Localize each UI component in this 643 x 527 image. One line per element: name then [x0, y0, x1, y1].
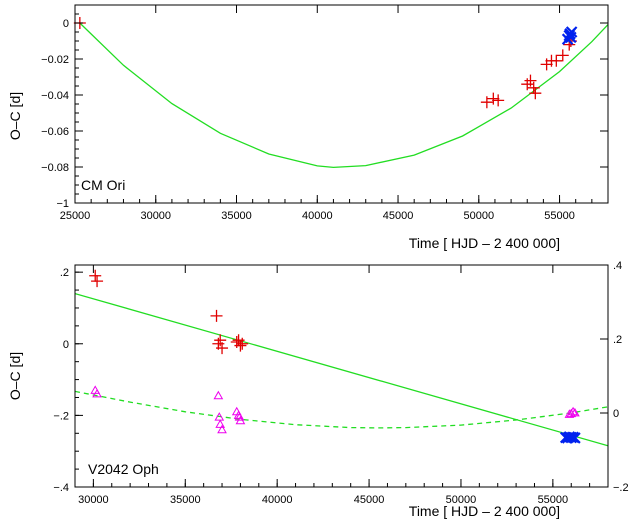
fit-curve-dashed [75, 390, 608, 429]
panel-cm-ori: 25000 30000 35000 40000 45000 50000 55000 −1 −0.… [7, 4, 609, 251]
y-tick-label: −.2 [53, 410, 69, 422]
x-tick-label: 45000 [354, 494, 385, 506]
panel1-xlabel: Time [ HJD – 2 400 000] [409, 235, 560, 251]
data-point-triangle [568, 406, 578, 416]
y-tick-label: −1 [56, 198, 69, 210]
panel2-points [89, 269, 581, 444]
data-point-cross [214, 334, 227, 347]
data-point-triangle [235, 415, 246, 425]
data-point-cross [550, 54, 563, 67]
x-tick-label: 45000 [383, 210, 414, 222]
x-tick-label: 25000 [60, 210, 91, 222]
x-tick-label: 55000 [538, 494, 569, 506]
data-point-triangle [214, 412, 225, 421]
y-tick-label: 0 [63, 18, 69, 30]
data-point-triangle [213, 390, 224, 400]
y-tick-label: .2 [60, 267, 69, 279]
x-tick-label: 35000 [170, 494, 201, 506]
y-tick-label: −0.04 [41, 90, 69, 102]
data-point-cross [527, 81, 540, 94]
data-point-triangle [234, 412, 245, 421]
panel2-label: V2042 Oph [88, 461, 159, 477]
data-point-x [569, 432, 581, 444]
data-point-cross [210, 309, 223, 322]
data-point-triangle [564, 409, 575, 418]
panel1-curves [79, 22, 608, 169]
data-point-triangle [570, 407, 580, 417]
data-point-cross [236, 337, 249, 350]
y2-tick-label: .4 [613, 260, 622, 272]
data-point-cross [492, 94, 505, 107]
fit-curve-solid [79, 22, 608, 169]
panel2-frame [74, 264, 609, 488]
y2-tick-label: −.2 [613, 482, 629, 494]
panel2-ylabel: O–C [d] [7, 352, 23, 400]
x-tick-label: 30000 [78, 494, 109, 506]
x-tick-label: 30000 [140, 210, 171, 222]
data-point-cross [91, 275, 104, 288]
data-point-cross [234, 339, 247, 352]
panel1-label: CM Ori [81, 177, 125, 193]
y2-tick-label: .2 [613, 334, 622, 346]
data-point-cross [529, 87, 542, 100]
panel2-curves [75, 292, 608, 447]
y-tick-label: −0.08 [41, 162, 69, 174]
y-tick-label: 0 [63, 339, 69, 351]
panel-v2042-oph: 30000 35000 40000 45000 50000 55000 −.4 −.2 0 .2 −… [7, 260, 629, 519]
panel1-frame [74, 4, 609, 204]
panel1-ticks: 25000 30000 35000 40000 45000 50000 55000 −1 −0.… [41, 4, 609, 222]
panel2-xlabel: Time [ HJD – 2 400 000] [409, 503, 560, 519]
panel1-points [73, 17, 578, 109]
panel1-ylabel: O–C [d] [7, 92, 23, 140]
x-tick-label: 55000 [544, 210, 575, 222]
data-point-triangle [92, 388, 102, 398]
x-tick-label: 40000 [262, 494, 293, 506]
data-point-triangle [566, 408, 577, 418]
data-point-cross [480, 96, 493, 109]
y-tick-label: −.4 [53, 482, 69, 494]
data-point-triangle [215, 419, 226, 428]
fit-curve-solid [75, 292, 608, 447]
data-point-cross [216, 342, 229, 355]
panel2-ticks: 30000 35000 40000 45000 50000 55000 −.4 −.2 0 .2 −… [53, 260, 628, 506]
x-tick-label: 50000 [463, 210, 494, 222]
data-point-triangle [217, 424, 227, 434]
x-tick-label: 50000 [446, 494, 477, 506]
x-tick-label: 35000 [221, 210, 252, 222]
data-point-cross [524, 74, 537, 87]
x-tick-label: 40000 [302, 210, 333, 222]
data-point-cross [556, 49, 569, 62]
data-point-x [565, 26, 578, 38]
data-point-cross [487, 92, 500, 105]
y2-tick-label: 0 [613, 408, 619, 420]
y-tick-label: −0.06 [41, 126, 69, 138]
y-tick-label: −0.02 [41, 54, 69, 66]
data-point-cross [89, 269, 102, 282]
